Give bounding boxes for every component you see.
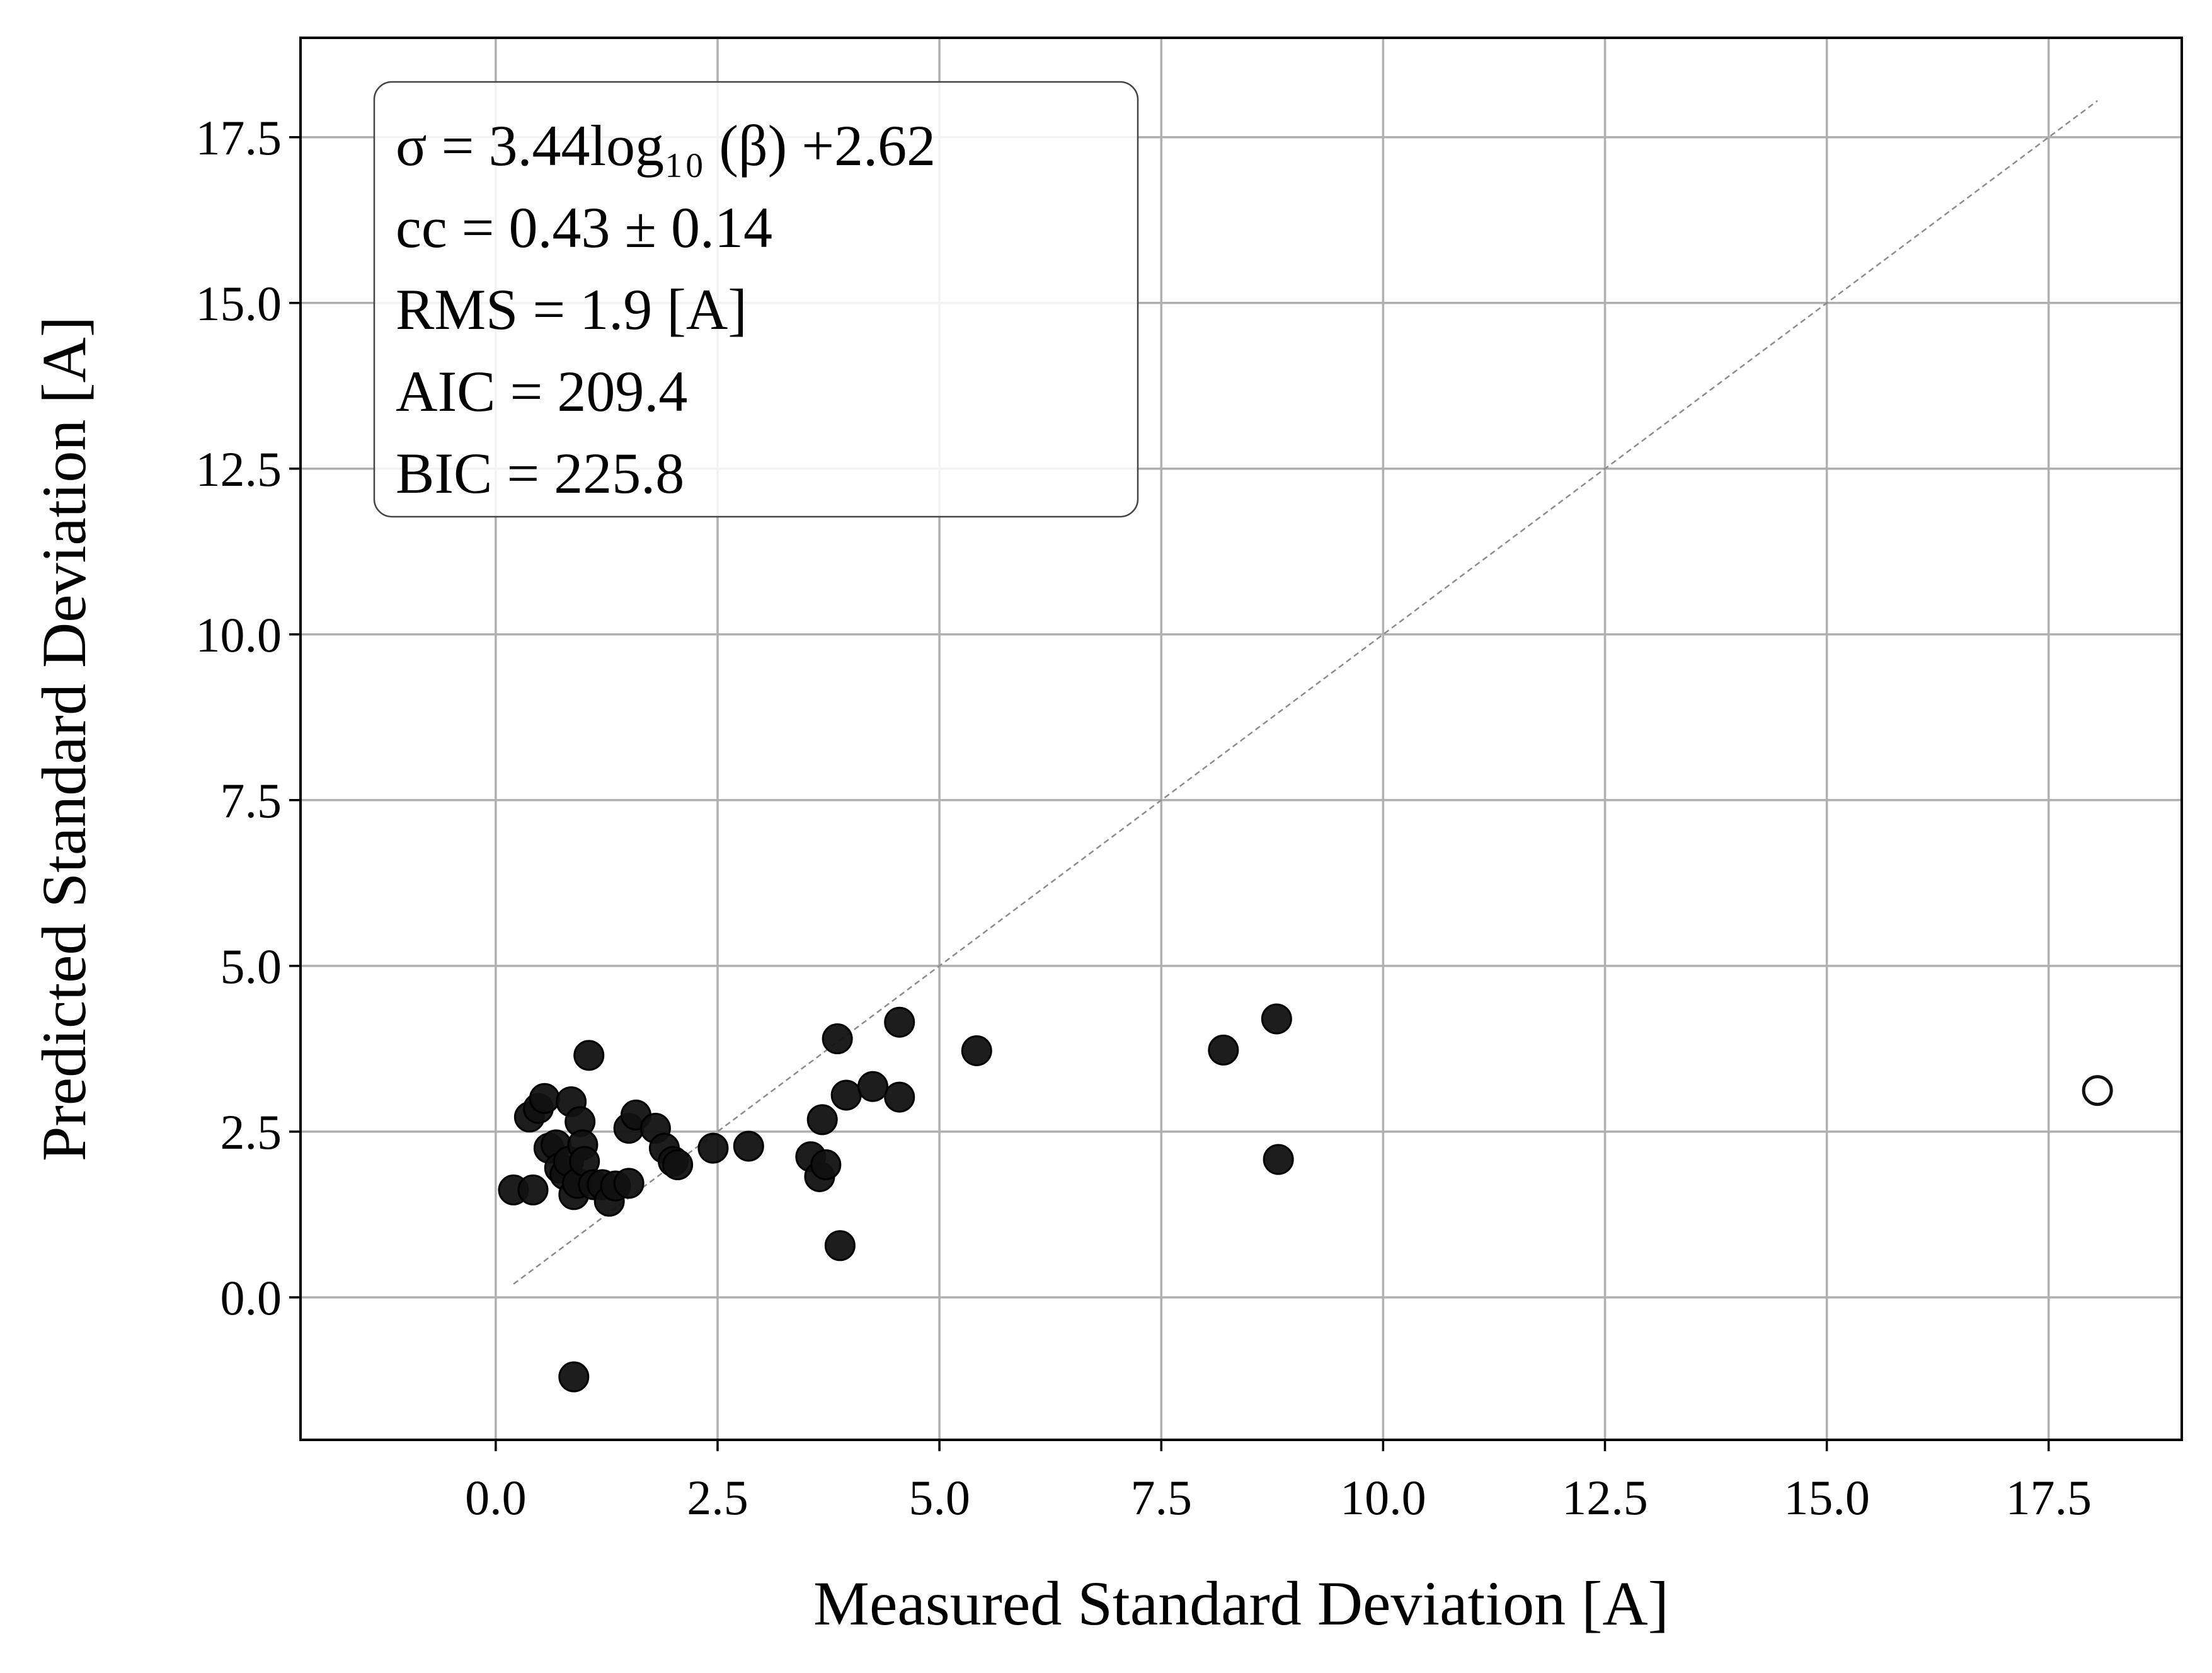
data-point	[961, 1035, 992, 1066]
data-point	[573, 1040, 605, 1071]
data-point	[857, 1071, 888, 1102]
x-axis-label: Measured Standard Deviation [A]	[813, 1568, 1669, 1638]
data-point	[822, 1023, 853, 1055]
data-point	[517, 1174, 549, 1205]
x-tick-label: 2.5	[687, 1470, 748, 1525]
annotation-lines: σ = 3.44log₁₀ (β) +2.62 cc = 0.43 ± 0.14 R…	[396, 113, 936, 505]
x-tick-label: 12.5	[1562, 1470, 1648, 1525]
y-tick-label: 2.5	[221, 1105, 282, 1159]
x-tick-label: 15.0	[1784, 1470, 1870, 1525]
data-point	[884, 1006, 915, 1038]
data-point	[1261, 1003, 1292, 1035]
data-point	[697, 1132, 729, 1164]
y-axis-ticks: 0.0 2.5 5.0 7.5 10.0 12.5 15.0 17.5	[196, 110, 301, 1325]
annotation-line-4: BIC = 225.8	[396, 441, 684, 505]
data-point	[662, 1149, 694, 1180]
identity-line	[513, 100, 2098, 1285]
data-point	[884, 1081, 915, 1113]
grid-lines	[301, 38, 2182, 1440]
y-tick-label: 0.0	[221, 1270, 282, 1325]
data-point	[733, 1130, 764, 1162]
x-tick-label: 7.5	[1130, 1470, 1192, 1525]
x-tick-label: 5.0	[908, 1470, 970, 1525]
y-tick-label: 15.0	[196, 276, 282, 331]
annotation-line-2: RMS = 1.9 [A]	[396, 277, 747, 342]
data-points	[498, 1003, 2113, 1393]
data-point	[824, 1230, 856, 1262]
data-point	[1208, 1034, 1239, 1066]
data-point	[529, 1083, 560, 1114]
y-tick-label: 7.5	[221, 773, 282, 828]
x-tick-label: 17.5	[2005, 1470, 2092, 1525]
annotation-line-0: σ = 3.44log₁₀ (β) +2.62	[396, 113, 936, 178]
data-point	[613, 1168, 645, 1199]
outlier-point	[2082, 1075, 2113, 1107]
data-point	[810, 1149, 842, 1180]
annotation-line-3: AIC = 209.4	[396, 359, 687, 423]
y-tick-label: 5.0	[221, 939, 282, 994]
data-point	[1263, 1144, 1294, 1175]
x-axis-ticks: 0.0 2.5 5.0 7.5 10.0 12.5 15.0 17.5	[465, 1440, 2092, 1525]
y-tick-label: 17.5	[196, 110, 282, 165]
y-tick-label: 10.0	[196, 607, 282, 662]
annotation-line-1: cc = 0.43 ± 0.14	[396, 195, 772, 260]
plot-frame	[299, 37, 2183, 1441]
data-point	[806, 1104, 838, 1135]
stats-annotation-box: σ = 3.44log₁₀ (β) +2.62 cc = 0.43 ± 0.14 R…	[373, 81, 1139, 518]
data-point	[558, 1361, 590, 1393]
annotation-background	[373, 81, 1139, 518]
data-point	[830, 1079, 862, 1111]
x-tick-label: 0.0	[465, 1470, 527, 1525]
x-tick-label: 10.0	[1340, 1470, 1426, 1525]
y-tick-label: 12.5	[196, 442, 282, 497]
identity-reference-line	[513, 100, 2098, 1285]
y-axis-label: Predicted Standard Deviation [A]	[29, 316, 99, 1161]
